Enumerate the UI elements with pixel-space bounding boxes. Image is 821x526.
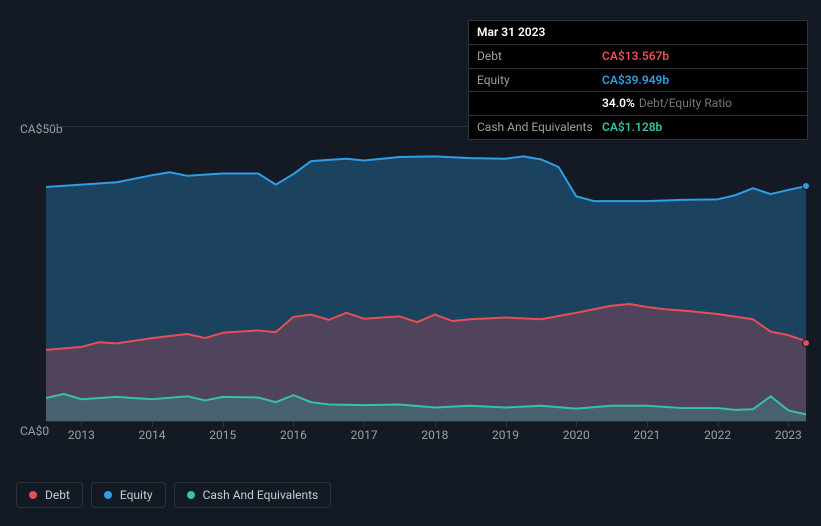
x-tick-label: 2016 [280,428,307,442]
tooltip-date-row: Mar 31 2023 [469,21,807,45]
x-tick-mark [788,422,789,427]
legend-label: Equity [120,488,153,502]
tooltip-row-label: Equity [477,72,602,89]
x-tick-label: 2021 [633,428,660,442]
tooltip-row-label: Debt [477,48,602,65]
chart-tooltip: Mar 31 2023 DebtCA$13.567bEquityCA$39.94… [468,20,808,140]
x-tick-mark [364,422,365,427]
x-axis: 2013 2014 2015 2016 2017 2018 2019 2020 2021 2022… [46,422,806,444]
legend-item[interactable]: Debt [16,482,83,508]
x-tick-mark [647,422,648,427]
x-tick-label: 2022 [704,428,731,442]
tooltip-row-value: CA$39.949b [602,72,669,89]
x-tick-mark [81,422,82,427]
tooltip-row-label: Cash And Equivalents [477,119,602,136]
tooltip-row-value: CA$13.567b [602,48,669,65]
series-end-marker [802,339,810,347]
legend-label: Debt [45,488,70,502]
x-tick-label: 2014 [139,428,166,442]
chart-plot[interactable] [46,126,806,422]
legend-dot-icon [104,491,112,499]
x-tick-label: 2013 [68,428,95,442]
legend-item[interactable]: Equity [91,482,166,508]
chart-legend: Debt Equity Cash And Equivalents [16,482,331,508]
legend-dot-icon [187,491,195,499]
x-tick-mark [506,422,507,427]
x-tick-mark [152,422,153,427]
tooltip-row: DebtCA$13.567b [469,45,807,69]
chart-area[interactable]: 2013 2014 2015 2016 2017 2018 2019 2020 2021 2022… [16,126,806,444]
tooltip-row-label [477,95,602,112]
legend-item[interactable]: Cash And Equivalents [174,482,332,508]
tooltip-row: 34.0%Debt/Equity Ratio [469,92,807,116]
x-tick-label: 2015 [209,428,236,442]
x-tick-mark [223,422,224,427]
x-tick-label: 2023 [775,428,802,442]
tooltip-row-value: CA$1.128b [602,119,662,136]
legend-label: Cash And Equivalents [203,488,319,502]
tooltip-row-sub: Debt/Equity Ratio [639,95,732,112]
tooltip-row-value: 34.0% [602,95,635,112]
series-end-marker [802,182,810,190]
x-tick-label: 2020 [563,428,590,442]
x-tick-mark [576,422,577,427]
tooltip-date: Mar 31 2023 [477,24,545,41]
tooltip-row: Cash And EquivalentsCA$1.128b [469,116,807,139]
x-tick-label: 2017 [351,428,378,442]
x-tick-mark [718,422,719,427]
x-tick-label: 2018 [421,428,448,442]
tooltip-row: EquityCA$39.949b [469,69,807,93]
legend-dot-icon [29,491,37,499]
x-tick-mark [293,422,294,427]
x-tick-mark [435,422,436,427]
x-tick-label: 2019 [492,428,519,442]
